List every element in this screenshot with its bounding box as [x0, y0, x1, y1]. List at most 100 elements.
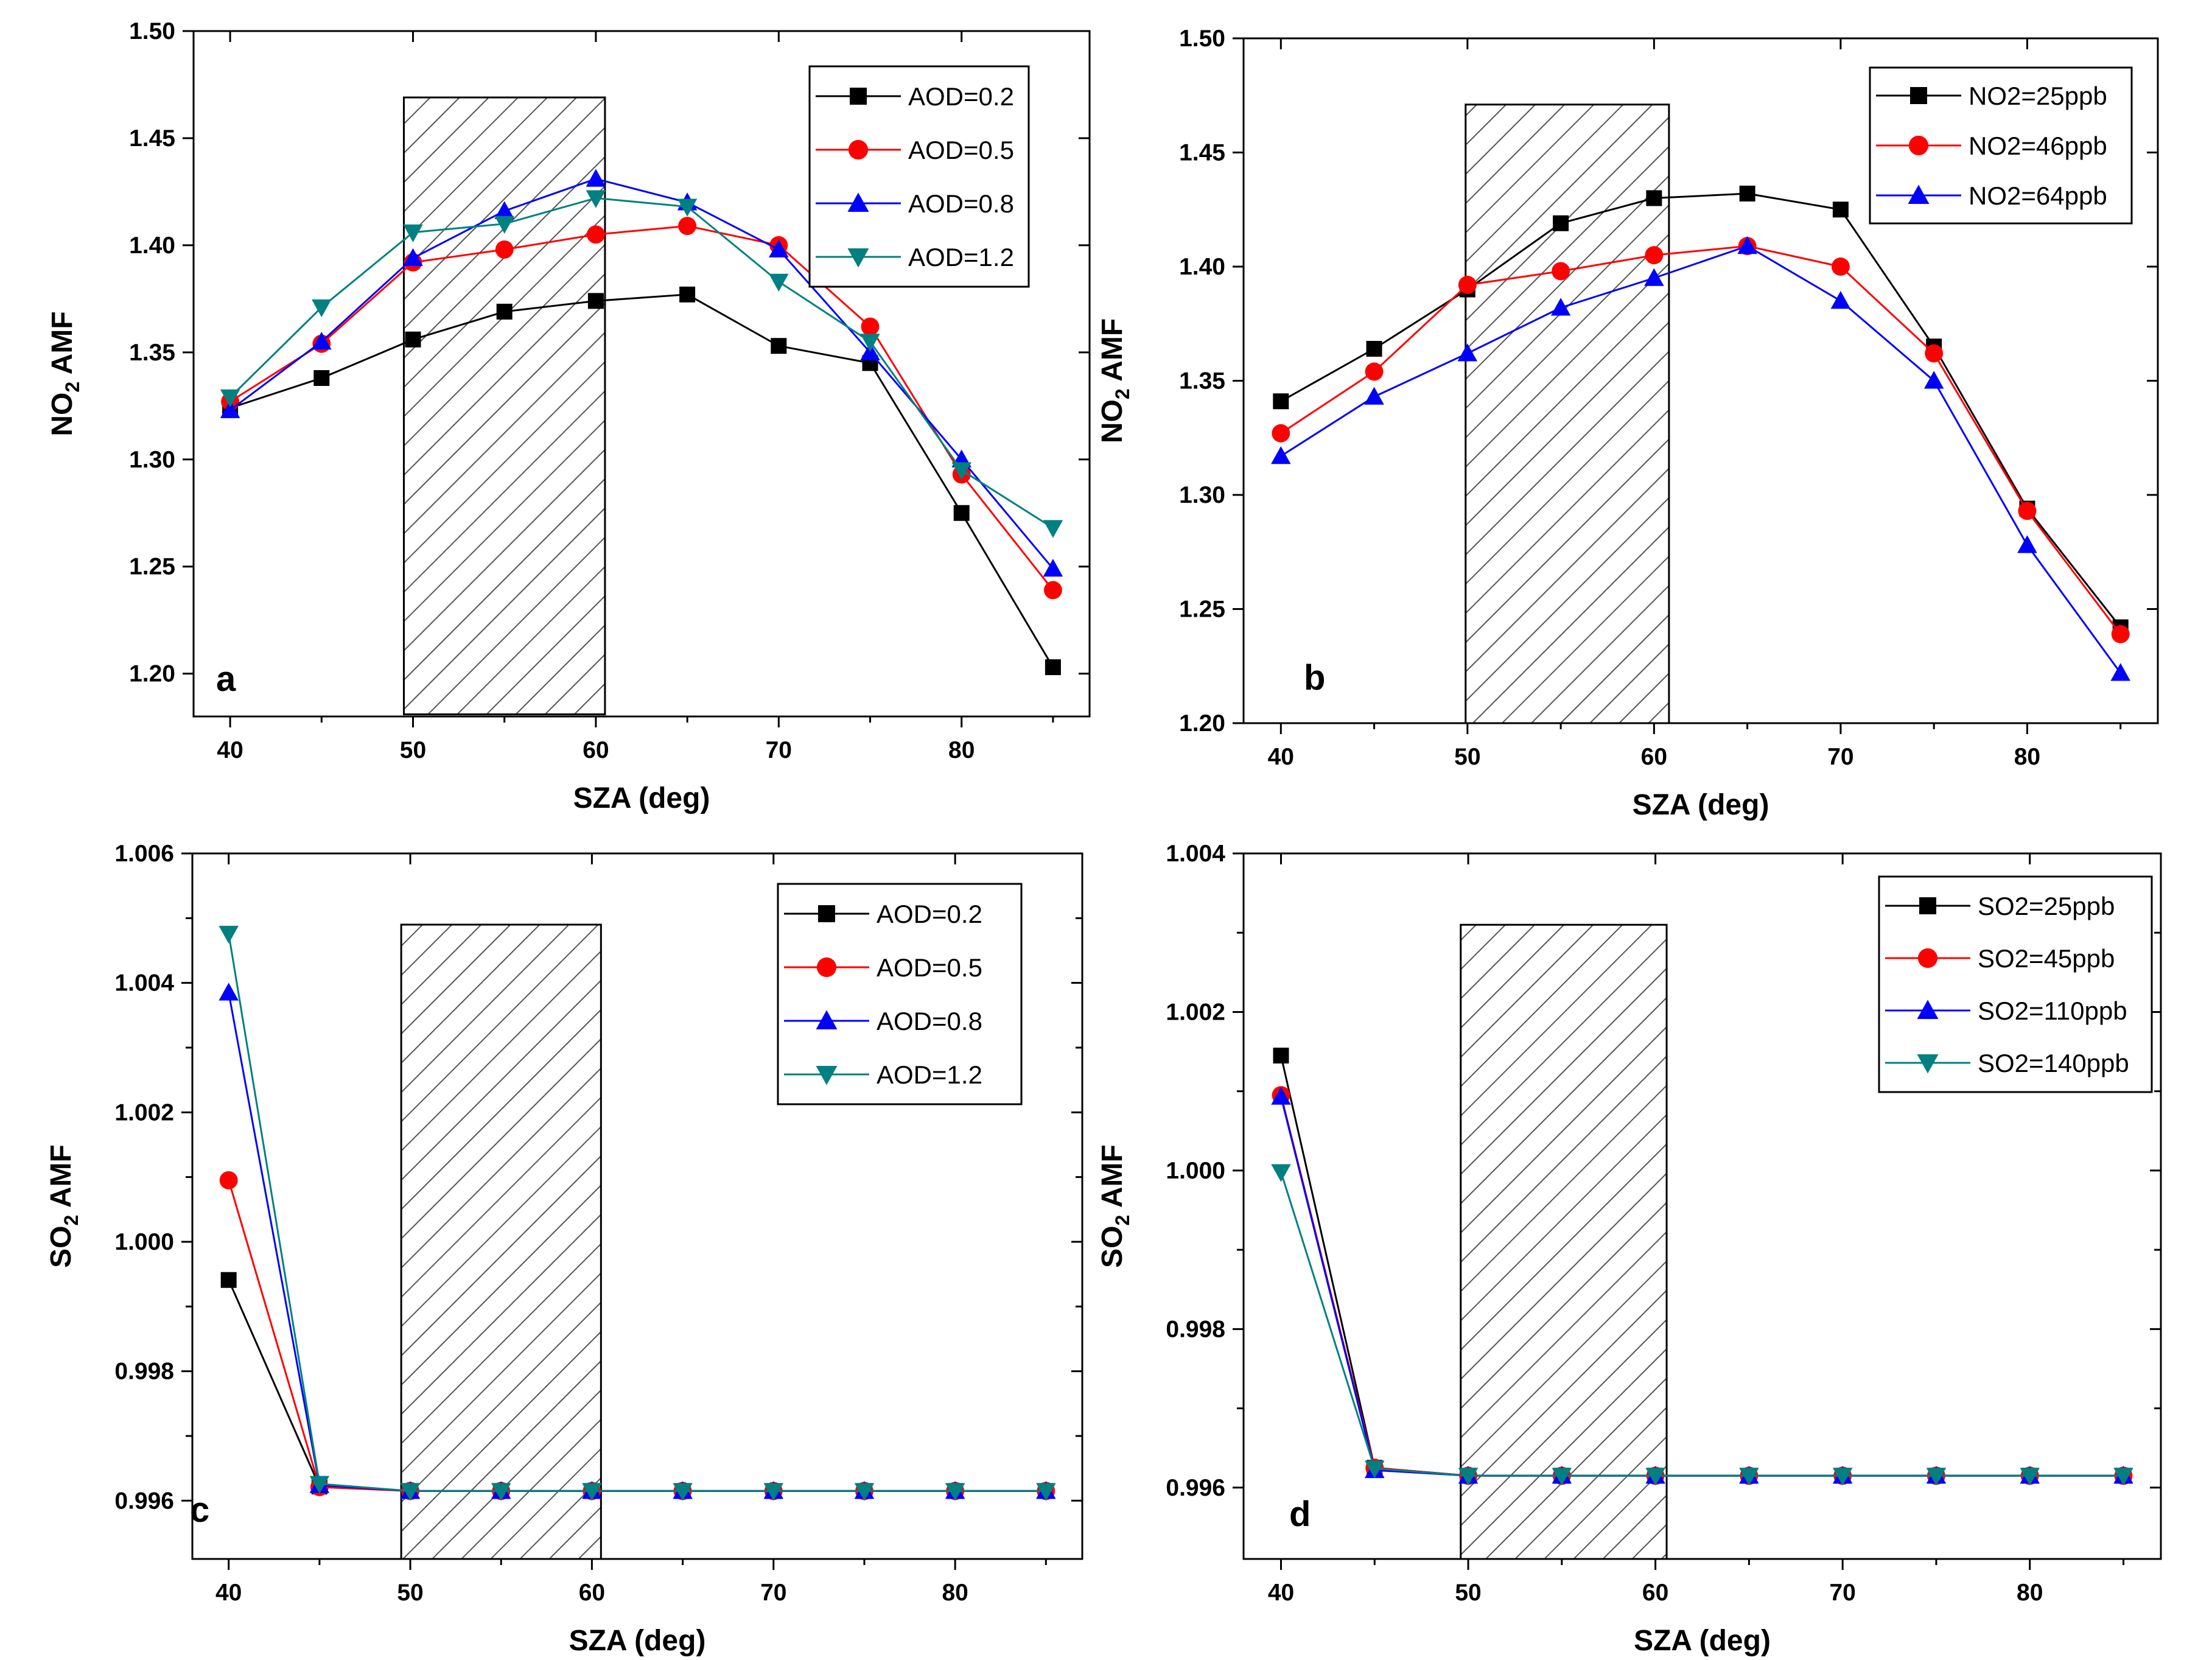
- data-point: [400, 1483, 421, 1501]
- legend-marker: [816, 1010, 838, 1029]
- chart-panel-a: 40 50 60 70 80 1.20 1.25 1.30 1.35 1.40 1.45 1.50 SZ…: [46, 18, 1091, 814]
- series-1: [1273, 1048, 2132, 1484]
- legend: SO2=25ppb SO2=45ppb SO2=110ppb SO2=140ppb: [1878, 875, 2153, 1093]
- data-point: [1831, 257, 1850, 276]
- data-point: [1365, 362, 1384, 381]
- legend-label: AOD=0.2: [908, 82, 1014, 111]
- y-tick-label: 1.50: [1179, 26, 1225, 52]
- legend-marker: [1908, 135, 1929, 156]
- data-point: [953, 505, 970, 521]
- series-3: [1271, 1087, 2133, 1484]
- series-line: [1280, 1094, 2124, 1477]
- series-3: [1271, 236, 2130, 681]
- data-point: [1271, 446, 1291, 464]
- series-line: [228, 1280, 1046, 1492]
- data-point: [1832, 1468, 1853, 1486]
- data-point: [677, 198, 698, 217]
- legend-marker: [1919, 897, 1936, 914]
- data-point: [1830, 291, 1851, 309]
- data-point: [2020, 1468, 2040, 1486]
- legend-label: SO2=25ppb: [1978, 892, 2115, 920]
- series-line: [228, 933, 1046, 1492]
- data-point: [220, 1272, 237, 1288]
- legend-marker: [1908, 184, 1930, 204]
- series-1: [220, 1272, 1054, 1499]
- data-point: [1739, 186, 1755, 201]
- legend-label: NO2=64ppb: [1969, 181, 2107, 210]
- y-tick-label: 1.000: [114, 1229, 174, 1255]
- data-point: [678, 217, 697, 236]
- y-tick-label: 1.35: [129, 340, 175, 366]
- data-point: [403, 248, 423, 266]
- data-point: [1273, 393, 1289, 410]
- y-tick-label: 1.004: [1166, 841, 1225, 867]
- legend-marker: [1917, 948, 1938, 968]
- data-point: [1737, 236, 1757, 254]
- x-axis-title: SZA (deg): [1633, 789, 1769, 821]
- series-line: [1280, 245, 2121, 635]
- legend-label: AOD=0.5: [908, 136, 1014, 164]
- data-point: [673, 1483, 693, 1501]
- data-point: [219, 925, 239, 944]
- series-4: [1271, 1164, 2133, 1486]
- data-point: [495, 240, 514, 259]
- x-tick-label: 60: [583, 737, 609, 763]
- series-2: [219, 1171, 1055, 1501]
- x-tick-label: 80: [948, 737, 975, 763]
- series-1: [1273, 186, 2129, 636]
- x-tick-label: 60: [579, 1580, 605, 1606]
- series-line: [1280, 245, 2121, 674]
- data-point: [587, 293, 604, 309]
- data-point: [2111, 625, 2130, 643]
- series-line: [1280, 1055, 2124, 1477]
- x-tick-label: 80: [942, 1580, 968, 1606]
- x-tick-label: 80: [2017, 1580, 2043, 1606]
- data-point: [312, 299, 332, 318]
- y-tick-label: 1.004: [114, 970, 174, 996]
- legend-label: SO2=110ppb: [1978, 996, 2127, 1025]
- data-point: [220, 389, 240, 407]
- x-tick-label: 40: [1268, 1580, 1294, 1606]
- data-point: [1271, 1164, 1291, 1182]
- legend-label: SO2=45ppb: [1978, 944, 2115, 973]
- legend-marker: [818, 905, 835, 922]
- data-point: [586, 225, 605, 244]
- data-point: [1925, 344, 1944, 363]
- series-line: [229, 197, 1054, 529]
- y-axis-title: NO2 AMF: [1096, 318, 1133, 443]
- legend-label: AOD=0.2: [877, 900, 982, 928]
- x-tick-label: 60: [1642, 1580, 1668, 1606]
- data-point: [582, 1483, 602, 1501]
- data-point: [1043, 520, 1063, 538]
- data-point: [219, 1171, 238, 1189]
- legend-marker: [1910, 87, 1927, 104]
- data-point: [1553, 215, 1569, 231]
- y-tick-label: 0.998: [1166, 1316, 1225, 1342]
- legend-label: AOD=1.2: [877, 1060, 982, 1089]
- data-point: [1552, 262, 1570, 281]
- highlight-region: [400, 923, 602, 1560]
- legend-marker: [850, 88, 867, 105]
- data-point: [403, 224, 423, 243]
- data-point: [220, 400, 240, 418]
- legend-marker: [847, 248, 869, 268]
- data-point: [1645, 246, 1664, 265]
- x-tick-label: 50: [1455, 1580, 1481, 1606]
- data-point: [1458, 276, 1477, 294]
- series-2: [1272, 1086, 2133, 1485]
- data-point: [861, 317, 880, 336]
- panel-letter: b: [1304, 658, 1325, 698]
- y-tick-label: 0.998: [114, 1359, 174, 1385]
- legend-label: AOD=0.8: [877, 1007, 982, 1035]
- data-point: [1552, 1468, 1572, 1486]
- y-tick-label: 1.20: [1179, 710, 1225, 737]
- y-axis-title: SO2 AMF: [45, 1144, 82, 1268]
- y-tick-label: 1.45: [129, 125, 175, 152]
- y-tick-label: 1.25: [1179, 597, 1225, 623]
- data-point: [1045, 659, 1061, 676]
- y-tick-label: 0.996: [1166, 1475, 1225, 1501]
- y-axis-title: NO2 AMF: [46, 311, 83, 436]
- data-point: [494, 215, 514, 234]
- data-point: [2018, 502, 2037, 520]
- x-tick-label: 40: [217, 737, 243, 763]
